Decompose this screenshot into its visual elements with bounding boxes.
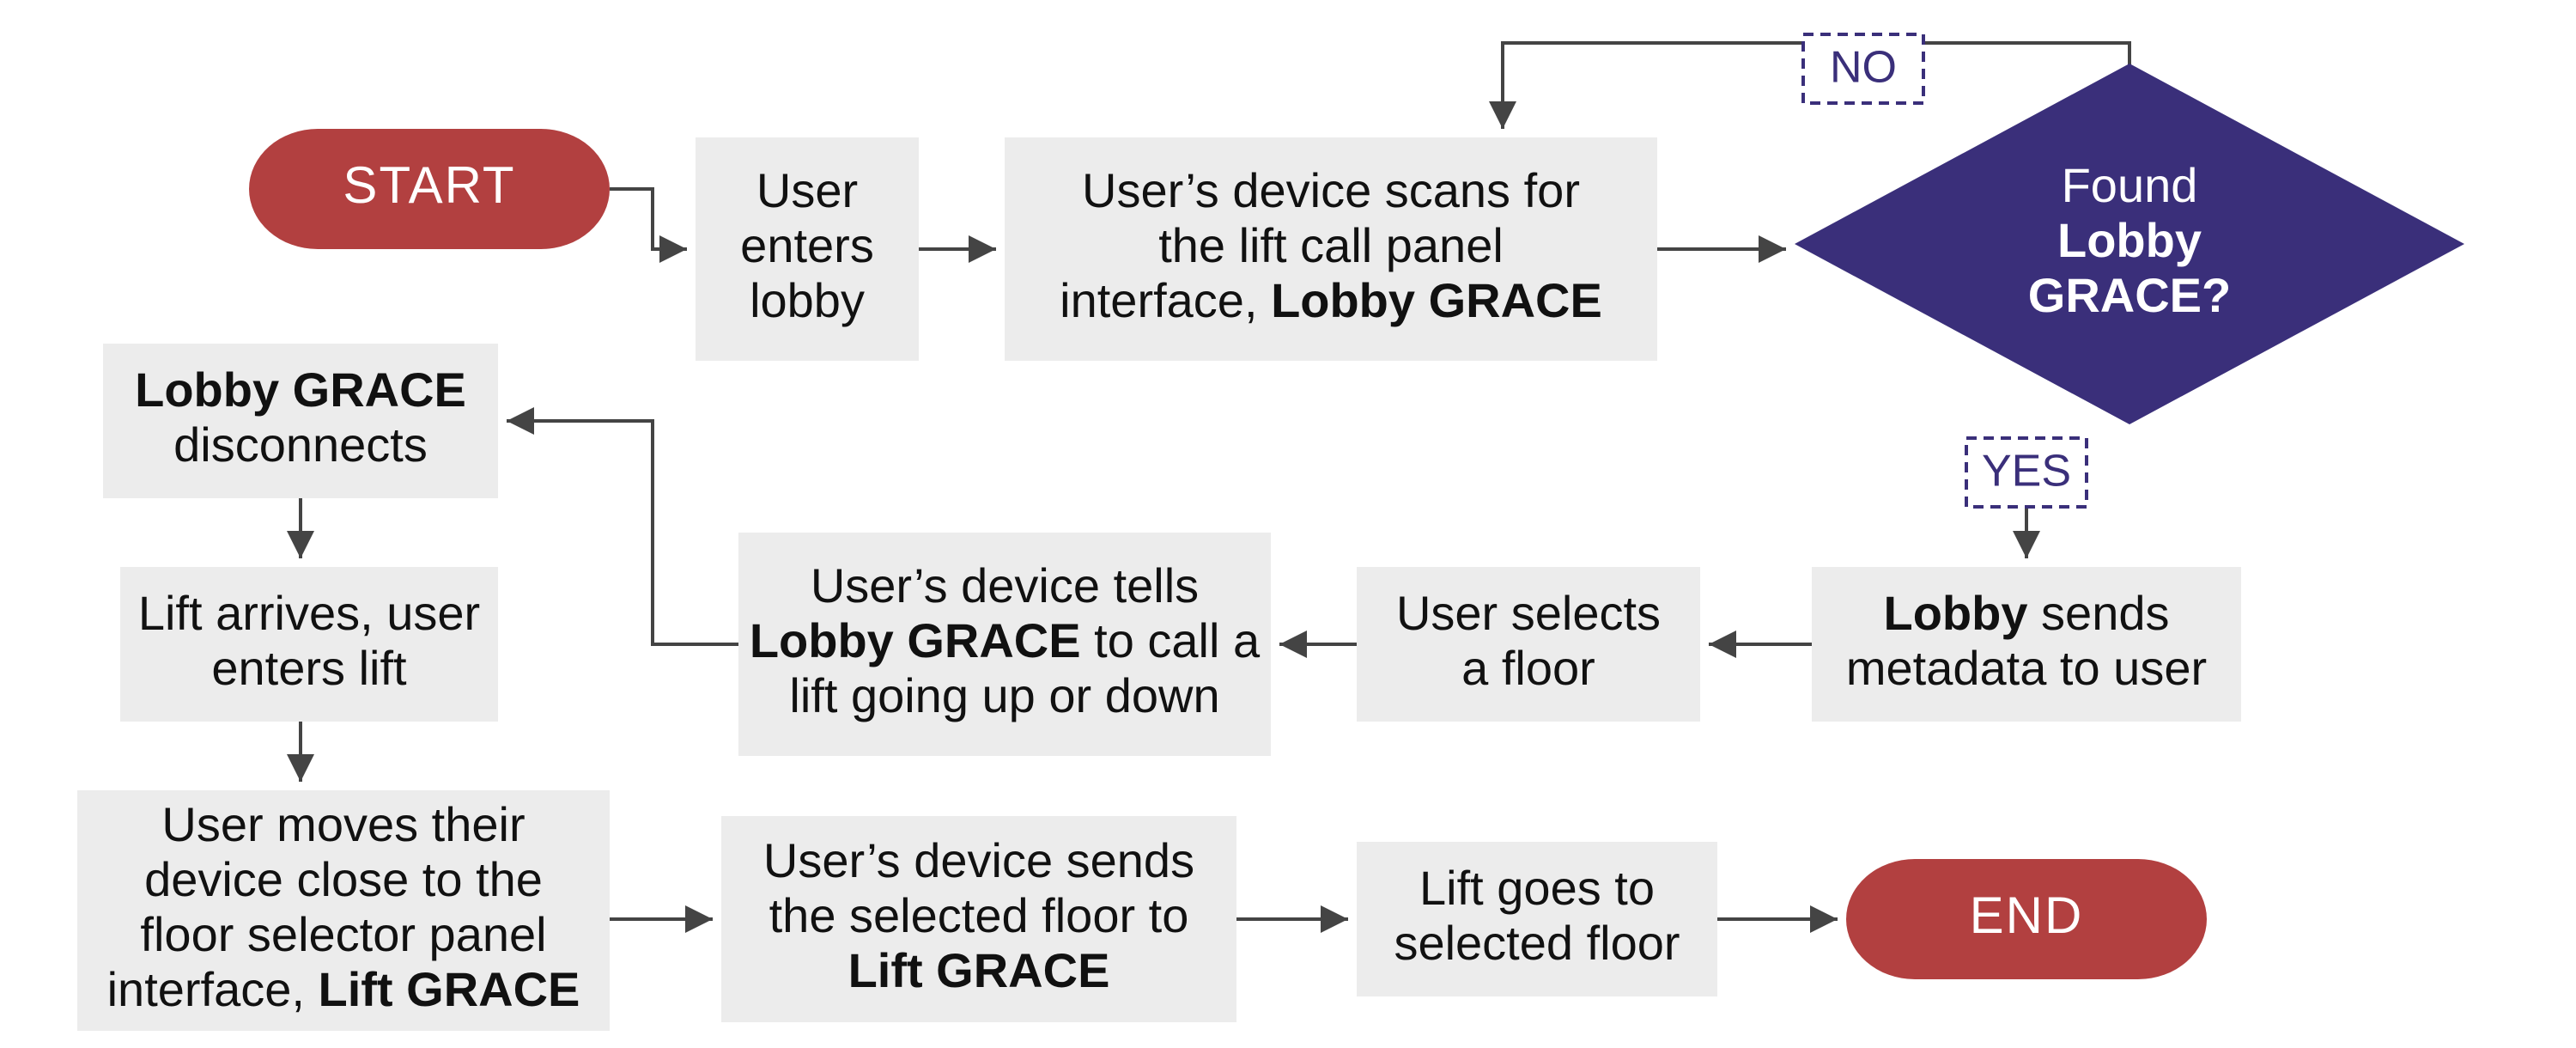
node-n_found: FoundLobbyGRACE? [1795,64,2464,424]
svg-text:Found: Found [2062,158,2198,212]
svg-text:User’s device scans for: User’s device scans for [1082,163,1580,217]
svg-text:User’s device sends: User’s device sends [763,833,1194,887]
svg-text:GRACE?: GRACE? [2028,268,2231,322]
svg-text:User: User [756,163,858,217]
edge-start-to-lobby [610,189,687,249]
svg-text:device close to the: device close to the [144,852,543,906]
node-n_send: User’s device sendsthe selected floor to… [721,816,1236,1022]
node-start: START [249,129,610,249]
node-n_disc: Lobby GRACEdisconnects [103,344,498,498]
svg-text:Lobby GRACE to call a: Lobby GRACE to call a [750,613,1261,667]
node-n_arrive: Lift arrives, userenters lift [120,567,498,722]
svg-text:metadata to user: metadata to user [1846,641,2207,695]
svg-text:enters: enters [740,218,874,272]
flowchart: START Userenterslobby User’s device scans … [0,0,2576,1048]
svg-text:Lobby GRACE: Lobby GRACE [135,363,466,417]
node-end-text: END [1970,887,2084,944]
node-n_scan: User’s device scans forthe lift call pan… [1005,137,1657,361]
svg-text:enters lift: enters lift [211,641,407,695]
svg-text:lift going up or down: lift going up or down [789,668,1219,722]
label-yes: YES [1966,438,2087,507]
svg-text:NO: NO [1830,43,1897,93]
svg-text:User selects: User selects [1396,586,1661,640]
node-start-text: START [343,156,515,214]
svg-text:Lift goes to: Lift goes to [1419,861,1655,915]
svg-text:interface, Lobby GRACE: interface, Lobby GRACE [1060,273,1602,327]
svg-text:YES: YES [1982,447,2071,497]
nodes-layer: START Userenterslobby User’s device scans … [77,64,2464,1031]
svg-text:Lift arrives, user: Lift arrives, user [138,586,480,640]
svg-text:Lobby: Lobby [2057,213,2202,267]
svg-text:selected floor: selected floor [1394,916,1680,970]
svg-text:floor selector panel: floor selector panel [140,907,546,961]
node-n_move: User moves theirdevice close to thefloor… [77,790,610,1031]
label-no: NO [1803,34,1923,103]
svg-text:Lift GRACE: Lift GRACE [848,943,1110,997]
node-end: END [1846,859,2207,979]
svg-text:the lift call panel: the lift call panel [1158,218,1504,272]
node-n_meta: Lobby sendsmetadata to user [1812,567,2241,722]
svg-text:Lobby sends: Lobby sends [1884,586,2170,640]
svg-text:disconnects: disconnects [173,417,428,472]
node-n_lobby: Userenterslobby [696,137,919,361]
node-n_tell: User’s device tellsLobby GRACE to call a… [738,533,1271,756]
svg-text:interface, Lift GRACE: interface, Lift GRACE [107,962,580,1016]
svg-text:the selected floor to: the selected floor to [769,888,1189,942]
svg-text:lobby: lobby [750,273,865,327]
node-n_select: User selectsa floor [1357,567,1700,722]
edge-tell-to-disc [507,421,738,644]
node-n_goes: Lift goes toselected floor [1357,842,1717,996]
svg-text:User’s device tells: User’s device tells [811,558,1199,612]
svg-text:a floor: a floor [1461,641,1595,695]
svg-text:User moves their: User moves their [161,797,525,851]
